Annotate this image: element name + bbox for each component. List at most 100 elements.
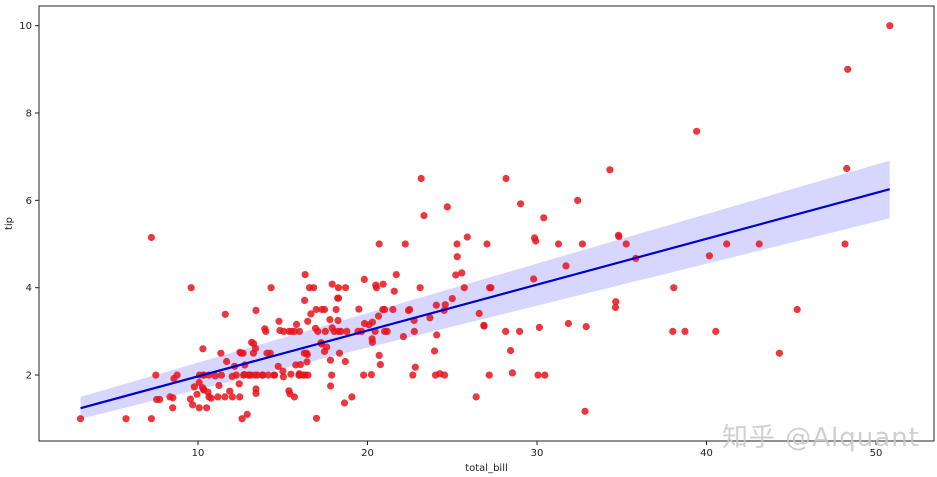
data-point — [340, 399, 349, 407]
data-point — [681, 327, 689, 335]
data-point — [328, 371, 336, 379]
data-point — [390, 287, 398, 295]
data-point — [472, 393, 480, 401]
data-point — [360, 275, 368, 283]
data-point — [170, 374, 178, 383]
data-point — [426, 314, 434, 322]
data-point — [712, 327, 720, 335]
data-point — [270, 371, 278, 379]
data-point — [147, 233, 155, 242]
x-axis-label: total_bill — [465, 463, 508, 474]
data-point — [365, 321, 373, 329]
data-point — [401, 240, 409, 248]
data-point — [326, 316, 334, 324]
data-point — [312, 414, 321, 422]
data-point — [285, 387, 293, 395]
data-point — [280, 327, 288, 335]
data-point — [404, 306, 413, 314]
data-point — [303, 358, 311, 366]
x-axis-ticks: 10 20 30 40 50 — [192, 441, 883, 459]
data-point — [483, 240, 491, 248]
data-point — [217, 349, 225, 357]
data-point — [288, 327, 296, 335]
data-point — [334, 294, 342, 302]
data-point — [342, 284, 350, 292]
data-point — [376, 361, 384, 369]
data-point — [458, 269, 466, 277]
data-point — [530, 275, 538, 283]
data-point — [448, 295, 456, 303]
data-point — [243, 410, 251, 418]
y-axis-label: tip — [4, 217, 15, 230]
y-tick-label: 4 — [26, 283, 32, 294]
data-point — [290, 393, 298, 401]
data-point — [562, 262, 570, 270]
regression-line-path — [80, 188, 891, 410]
data-point — [147, 415, 155, 423]
data-point — [221, 310, 229, 318]
data-point — [843, 164, 851, 173]
data-point — [235, 380, 243, 388]
scatter-points — [76, 22, 894, 423]
data-point — [540, 214, 548, 222]
data-point — [411, 363, 419, 371]
data-point — [328, 280, 336, 288]
data-point — [239, 349, 247, 357]
data-point — [508, 369, 516, 377]
data-point — [432, 301, 440, 309]
data-point — [475, 309, 483, 318]
data-point — [223, 357, 231, 366]
data-point — [76, 415, 85, 423]
data-point — [300, 349, 308, 357]
data-point — [195, 404, 203, 412]
data-point — [480, 321, 488, 329]
data-point — [274, 362, 282, 370]
data-point — [214, 393, 222, 401]
data-point — [236, 393, 244, 401]
data-point — [375, 351, 383, 359]
y-tick-label: 2 — [26, 371, 32, 382]
data-point — [348, 393, 356, 401]
data-point — [207, 394, 215, 402]
data-point — [485, 371, 493, 379]
confidence-interval-band — [80, 160, 890, 419]
data-point — [844, 65, 852, 73]
data-point — [368, 335, 376, 343]
data-point — [232, 371, 240, 379]
data-point — [420, 212, 428, 220]
data-point — [886, 22, 894, 30]
data-point — [502, 327, 510, 335]
x-tick-label: 50 — [870, 448, 883, 459]
ci-polygon — [80, 160, 890, 419]
y-tick-label: 8 — [26, 109, 32, 120]
data-point — [574, 196, 582, 204]
data-point — [389, 305, 397, 314]
data-point — [152, 371, 160, 379]
data-point — [793, 305, 801, 314]
data-point — [199, 345, 207, 353]
data-point — [433, 331, 441, 339]
data-point — [279, 367, 287, 375]
data-point — [399, 333, 407, 341]
data-point — [252, 306, 260, 314]
data-point — [502, 174, 510, 183]
data-point — [211, 372, 219, 380]
data-point — [670, 284, 678, 292]
data-point — [186, 395, 194, 403]
data-point — [705, 252, 714, 260]
data-point — [328, 324, 336, 332]
data-point — [530, 234, 539, 242]
data-point — [312, 305, 320, 314]
data-point — [517, 200, 525, 208]
data-point — [452, 271, 460, 279]
data-point — [169, 404, 177, 412]
data-point — [314, 327, 322, 335]
data-point — [287, 370, 295, 378]
data-point — [611, 303, 620, 311]
data-point — [693, 127, 701, 135]
data-point — [535, 323, 544, 331]
data-point — [606, 166, 614, 174]
data-point — [267, 284, 275, 292]
data-point — [375, 240, 383, 248]
data-point — [193, 390, 201, 398]
